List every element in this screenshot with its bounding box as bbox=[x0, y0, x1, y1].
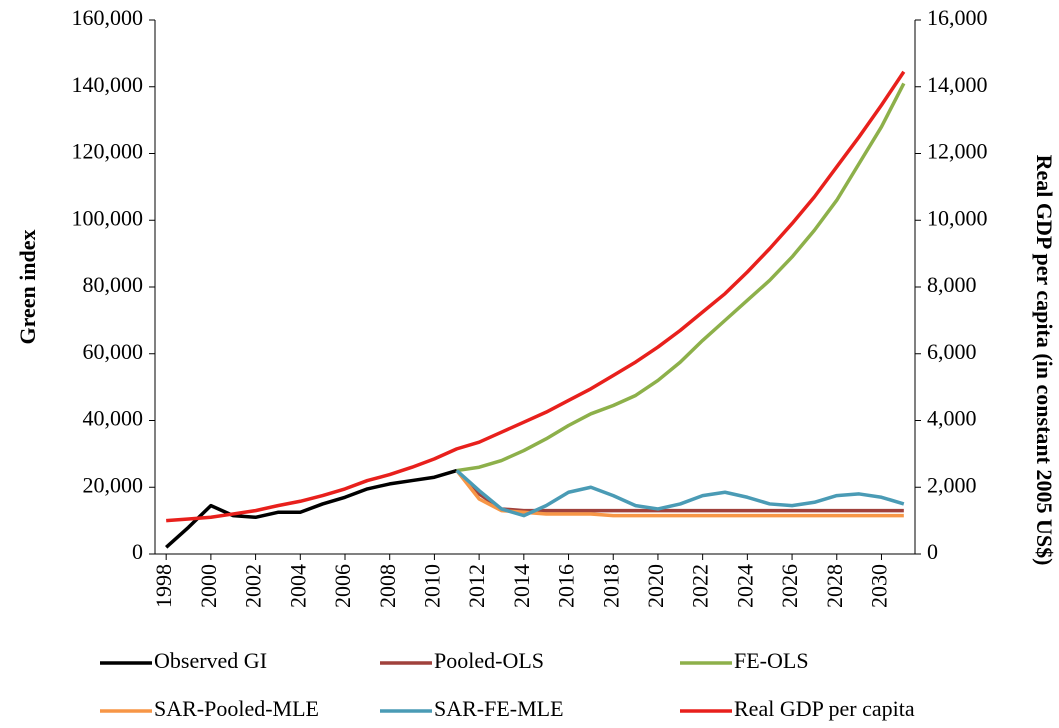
x-tick-label: 2012 bbox=[464, 564, 489, 608]
x-tick-label: 2008 bbox=[375, 564, 400, 608]
y-tick-label: 20,000 bbox=[83, 472, 144, 497]
y2-tick-label: 0 bbox=[927, 539, 938, 564]
y2-tick-label: 8,000 bbox=[927, 272, 977, 297]
x-tick-label: 2022 bbox=[688, 564, 713, 608]
y2-tick-label: 16,000 bbox=[927, 5, 988, 30]
x-tick-label: 2006 bbox=[330, 564, 355, 608]
y2-tick-label: 2,000 bbox=[927, 472, 977, 497]
y2-tick-label: 6,000 bbox=[927, 339, 977, 364]
x-tick-label: 2014 bbox=[509, 564, 534, 608]
y2-axis-title: Real GDP per capita (in constant 2005 US… bbox=[1032, 155, 1057, 566]
y-tick-label: 80,000 bbox=[83, 272, 144, 297]
y-tick-label: 120,000 bbox=[72, 139, 144, 164]
x-tick-label: 2010 bbox=[419, 564, 444, 608]
legend-label: Real GDP per capita bbox=[734, 696, 915, 721]
x-tick-label: 2004 bbox=[285, 564, 310, 608]
series-line bbox=[456, 82, 906, 473]
legend-label: SAR-Pooled-MLE bbox=[154, 696, 319, 721]
x-tick-label: 2002 bbox=[241, 564, 266, 608]
y-tick-label: 40,000 bbox=[83, 406, 144, 431]
y2-tick-label: 10,000 bbox=[927, 205, 988, 230]
y-tick-label: 100,000 bbox=[72, 205, 144, 230]
y-tick-label: 0 bbox=[132, 539, 143, 564]
y2-tick-label: 4,000 bbox=[927, 406, 977, 431]
y-tick-label: 160,000 bbox=[72, 5, 144, 30]
legend-label: SAR-FE-MLE bbox=[434, 696, 564, 721]
y-axis-title: Green index bbox=[15, 229, 40, 344]
x-tick-label: 2020 bbox=[643, 564, 668, 608]
x-tick-label: 2030 bbox=[867, 564, 892, 608]
legend-label: Pooled-OLS bbox=[434, 648, 544, 673]
y2-tick-label: 12,000 bbox=[927, 139, 988, 164]
legend-label: FE-OLS bbox=[734, 648, 809, 673]
x-tick-label: 2026 bbox=[777, 564, 802, 608]
x-tick-label: 2024 bbox=[732, 564, 757, 608]
y-tick-label: 60,000 bbox=[83, 339, 144, 364]
x-tick-label: 2028 bbox=[822, 564, 847, 608]
series-line bbox=[455, 469, 905, 518]
y-tick-label: 140,000 bbox=[72, 72, 144, 97]
series-line bbox=[165, 468, 458, 549]
series-line bbox=[166, 70, 906, 523]
legend-label: Observed GI bbox=[154, 648, 267, 673]
y2-tick-label: 14,000 bbox=[927, 72, 988, 97]
x-tick-label: 2018 bbox=[598, 564, 623, 608]
x-tick-label: 1998 bbox=[151, 564, 176, 608]
x-tick-label: 2016 bbox=[554, 564, 579, 608]
x-tick-label: 2000 bbox=[196, 564, 221, 608]
